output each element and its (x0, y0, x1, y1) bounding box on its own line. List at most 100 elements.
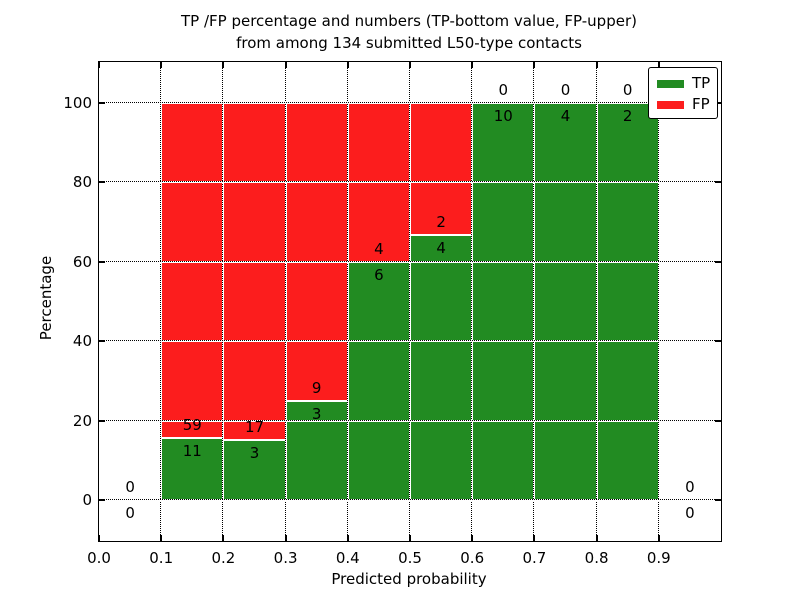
legend-label: TP (692, 74, 711, 92)
tp-count-label: 3 (249, 444, 260, 463)
fp-count-label: 2 (436, 213, 446, 232)
x-gridline (284, 62, 287, 541)
x-tick-mark (471, 535, 474, 541)
tp-count-label: 0 (685, 504, 695, 523)
tp-bar-segment (347, 261, 410, 501)
y-gridline (99, 499, 721, 502)
y-tick-mark (99, 101, 105, 104)
y-tick-mark-right (715, 419, 721, 422)
x-gridline (657, 62, 660, 541)
x-tick-mark (284, 535, 287, 541)
y-tick-mark-right (715, 101, 721, 104)
x-axis-label: Predicted probability (98, 570, 720, 588)
x-tick-label: 0.2 (211, 549, 236, 567)
y-gridline (99, 181, 721, 184)
x-gridline (160, 62, 163, 541)
y-gridline (99, 419, 721, 422)
x-tick-label: 0.0 (87, 549, 111, 567)
fp-count-label: 0 (622, 80, 633, 99)
fp-bar-segment (285, 102, 348, 401)
x-tick-mark (346, 535, 349, 541)
y-tick-mark (99, 260, 105, 263)
x-tick-label: 0.3 (273, 549, 298, 567)
x-tick-mark-top (284, 62, 287, 68)
y-tick-mark (99, 499, 105, 502)
tp-count-label: 11 (182, 441, 202, 460)
x-tick-mark-top (160, 62, 163, 68)
x-tick-mark-top (471, 62, 474, 68)
legend-swatch-tp (657, 79, 684, 88)
y-tick-mark-right (715, 260, 721, 263)
y-tick-mark (99, 340, 105, 343)
x-tick-mark (409, 535, 411, 541)
y-tick-mark-right (715, 340, 721, 343)
tp-count-label: 3 (311, 404, 322, 423)
tp-count-label: 6 (374, 265, 384, 284)
tp-count-label: 4 (436, 239, 446, 258)
legend-swatch-fp (657, 100, 684, 109)
x-tick-label: 0.8 (584, 549, 609, 567)
tp-count-label: 4 (560, 106, 571, 125)
legend: TP FP (648, 67, 718, 119)
x-tick-mark-top (595, 62, 598, 68)
x-gridline (595, 62, 598, 541)
x-tick-mark-top (346, 62, 349, 68)
x-tick-label: 0.1 (149, 549, 174, 567)
tp-bar-segment (472, 102, 535, 501)
x-tick-mark-top (657, 62, 660, 68)
y-tick-label: 60 (72, 252, 92, 271)
x-tick-mark (595, 535, 598, 541)
chart-title-line1: TP /FP percentage and numbers (TP-bottom… (181, 12, 637, 30)
x-gridline (222, 62, 225, 541)
tp-count-label: 0 (125, 504, 135, 523)
y-tick-label: 20 (72, 411, 92, 430)
fp-count-label: 4 (374, 239, 384, 258)
tp-count-label: 2 (622, 106, 633, 125)
fp-count-label: 17 (244, 418, 265, 437)
tp-bar-segment (596, 102, 659, 501)
y-gridline (99, 260, 721, 263)
x-gridline (533, 62, 536, 541)
fp-count-label: 9 (311, 378, 322, 397)
y-tick-mark (99, 419, 105, 422)
x-tick-mark-top (98, 62, 100, 68)
x-tick-label: 0.4 (335, 549, 360, 567)
x-axis-label-text: Predicted probability (331, 570, 487, 588)
x-tick-mark-top (222, 62, 225, 68)
y-tick-label: 0 (82, 491, 92, 510)
tp-bar-segment (223, 440, 286, 501)
fp-bar-segment (223, 102, 286, 441)
fp-count-label: 59 (182, 415, 202, 434)
legend-item: FP (649, 94, 717, 115)
x-tick-label: 0.7 (522, 549, 547, 567)
tp-bar-segment (161, 437, 224, 501)
tp-count-label: 10 (493, 106, 513, 125)
y-tick-mark-right (715, 499, 721, 502)
legend-item: TP (649, 73, 717, 94)
tp-bar-segment (410, 235, 473, 501)
x-gridline (471, 62, 474, 541)
y-tick-label: 40 (72, 332, 92, 351)
x-tick-mark (160, 535, 163, 541)
fp-count-label: 0 (560, 80, 571, 99)
x-tick-mark (533, 535, 536, 541)
x-tick-mark-top (533, 62, 536, 68)
legend-label: FP (692, 95, 710, 113)
y-tick-label: 80 (72, 173, 92, 192)
fp-count-label: 0 (685, 478, 695, 497)
fp-count-label: 0 (125, 478, 135, 497)
x-gridline (409, 62, 411, 541)
y-gridline (99, 101, 721, 104)
x-tick-label: 0.6 (460, 549, 485, 567)
x-tick-mark-top (409, 62, 411, 68)
plot-area: TP FP 0 0 59 11 17 3 9 3 4 6 2 4 0 10 0 4 0 2 0 0 0.0 0.1 0.2 0.… (63, 61, 722, 567)
fp-count-label: 0 (498, 80, 509, 99)
y-gridline (99, 340, 721, 343)
x-tick-mark (657, 535, 660, 541)
y-tick-label: 100 (63, 93, 92, 112)
x-tick-mark (222, 535, 225, 541)
x-tick-label: 0.5 (398, 549, 422, 567)
chart-title: TP /FP percentage and numbers (TP-bottom… (98, 10, 720, 54)
chart-title-line2: from among 134 submitted L50-type contac… (236, 34, 582, 52)
